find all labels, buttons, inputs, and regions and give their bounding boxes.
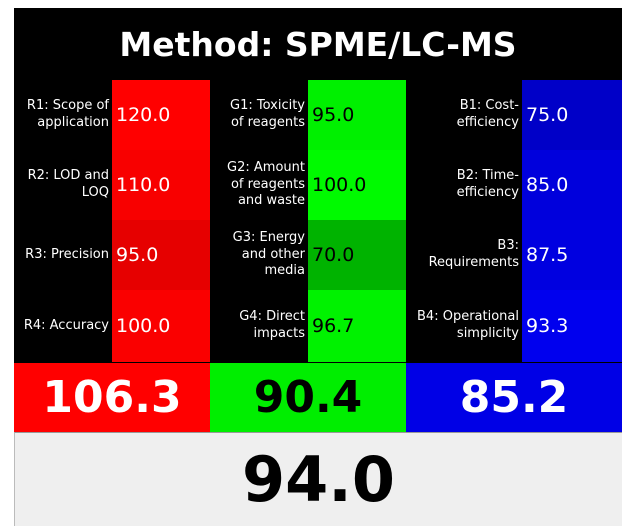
criterion-label: R2: LOD and LOQ <box>14 150 112 220</box>
criterion-label: G4: Direct impacts <box>210 290 308 362</box>
criterion-label: B4: Operational simplicity <box>406 290 522 362</box>
criterion-label: B2: Time-efficiency <box>406 150 522 220</box>
criterion-value: 120.0 <box>112 80 210 150</box>
criterion-label: R4: Accuracy <box>14 290 112 362</box>
criterion-value: 95.0 <box>308 80 406 150</box>
criterion-value: 100.0 <box>308 150 406 220</box>
criterion-value: 100.0 <box>112 290 210 362</box>
criterion-value: 70.0 <box>308 220 406 290</box>
group-total: 106.3 <box>14 362 210 432</box>
group-total: 90.4 <box>210 362 406 432</box>
criterion-label: R1: Scope of application <box>14 80 112 150</box>
criterion-value: 75.0 <box>522 80 622 150</box>
criterion-value: 93.3 <box>522 290 622 362</box>
criterion-value: 110.0 <box>112 150 210 220</box>
criterion-label: G1: Toxicity of reagents <box>210 80 308 150</box>
criterion-value: 96.7 <box>308 290 406 362</box>
criterion-value: 85.0 <box>522 150 622 220</box>
criterion-label: G2: Amount of reagents and waste <box>210 150 308 220</box>
criterion-label: B1: Cost-efficiency <box>406 80 522 150</box>
criterion-value: 95.0 <box>112 220 210 290</box>
criterion-label: R3: Precision <box>14 220 112 290</box>
sheet: Method: SPME/LC-MS 94.0 R1: Scope of app… <box>14 8 622 526</box>
criterion-label: G3: Energy and other media <box>210 220 308 290</box>
criterion-value: 87.5 <box>522 220 622 290</box>
criterion-label: B3: Requirements <box>406 220 522 290</box>
title: Method: SPME/LC-MS <box>14 8 622 80</box>
group-total: 85.2 <box>406 362 622 432</box>
overall-score: 94.0 <box>14 432 622 526</box>
